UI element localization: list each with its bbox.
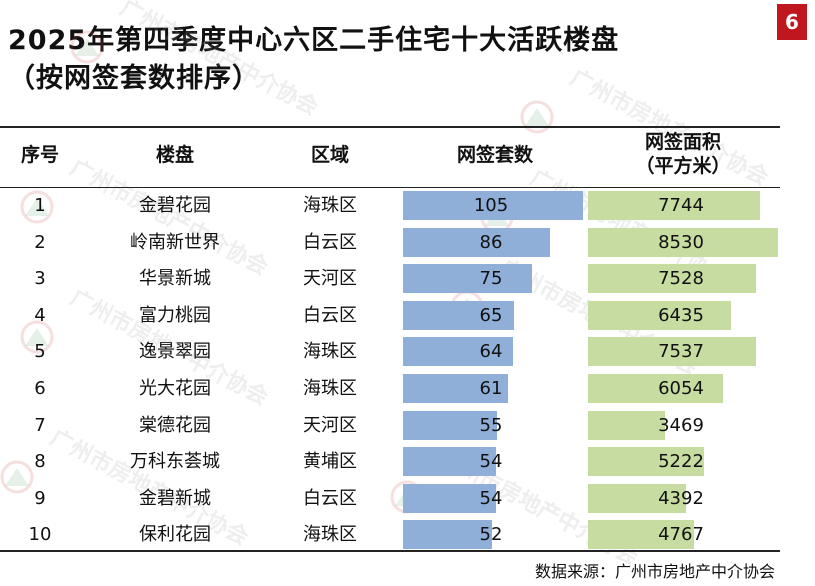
page-number-badge: 6 (777, 4, 807, 40)
units-value: 105 (473, 195, 509, 216)
page-title: 2025年第四季度中心六区二手住宅十大活跃楼盘 （按网签套数排序） (8, 22, 748, 98)
row-name: 华景新城 (139, 268, 211, 290)
table-bottom-rule (0, 550, 780, 552)
units-bar (403, 520, 492, 550)
area-value: 4392 (658, 487, 704, 509)
row-rank: 1 (34, 195, 46, 216)
row-district: 黄埔区 (303, 451, 357, 473)
area-value: 7528 (658, 268, 704, 290)
area-bar (588, 300, 731, 330)
units-bar (403, 337, 513, 367)
row-district: 天河区 (303, 268, 357, 290)
row-district: 海珠区 (303, 341, 357, 363)
row-name: 棠德花园 (139, 414, 211, 436)
area-value: 5222 (658, 451, 704, 473)
units-bar (403, 410, 497, 440)
row-district: 天河区 (303, 414, 357, 436)
watermark-logo-icon (520, 100, 554, 134)
units-value: 54 (479, 487, 503, 509)
row-rank: 8 (34, 451, 46, 473)
row-rank: 6 (34, 378, 46, 399)
header-units: 网签套数 (456, 144, 533, 166)
title-line-1: 2025年第四季度中心六区二手住宅十大活跃楼盘 (8, 25, 620, 56)
units-value: 65 (479, 304, 503, 326)
title-line-2: （按网签套数排序） (8, 63, 260, 94)
area-value: 7744 (658, 195, 704, 216)
row-district: 海珠区 (303, 378, 357, 399)
header-rank: 序号 (20, 144, 59, 166)
units-value: 64 (479, 341, 503, 363)
row-rank: 7 (34, 414, 46, 436)
header-area: 网签面积 （平方米） (635, 131, 731, 177)
units-bar (403, 483, 496, 513)
row-district: 白云区 (303, 304, 357, 326)
units-value: 55 (479, 414, 503, 436)
row-name: 光大花园 (139, 378, 211, 399)
row-district: 海珠区 (303, 524, 357, 546)
table-header-rule (0, 187, 780, 188)
units-bar (403, 191, 583, 220)
row-name: 逸景翠园 (139, 341, 211, 363)
row-rank: 4 (34, 304, 46, 326)
units-value: 52 (479, 524, 503, 546)
area-bar (588, 520, 694, 550)
row-name: 金碧花园 (139, 195, 211, 216)
table-top-rule (0, 126, 780, 128)
units-bar (403, 264, 532, 294)
area-bar (588, 264, 756, 294)
header-name: 楼盘 (155, 144, 194, 166)
row-rank: 9 (34, 487, 46, 509)
units-bar (403, 300, 514, 330)
units-value: 61 (479, 378, 503, 399)
row-rank: 2 (34, 231, 46, 253)
area-value: 6435 (658, 304, 704, 326)
row-district: 海珠区 (303, 195, 357, 216)
row-name: 金碧新城 (139, 487, 211, 509)
area-bar (588, 227, 778, 257)
units-value: 75 (479, 268, 503, 290)
area-bar (588, 410, 665, 440)
units-bar (403, 227, 550, 257)
row-rank: 10 (28, 524, 52, 546)
row-name: 岭南新世界 (130, 231, 220, 253)
row-name: 保利花园 (139, 524, 211, 546)
units-bar (403, 447, 496, 477)
area-bar (588, 191, 760, 220)
units-value: 54 (479, 451, 503, 473)
row-district: 白云区 (303, 231, 357, 253)
header-district: 区域 (310, 144, 349, 166)
area-value: 6054 (658, 378, 704, 399)
data-source: 数据来源：广州市房地产中介协会 (534, 562, 775, 581)
area-bar (588, 337, 756, 367)
row-rank: 3 (34, 268, 46, 290)
row-rank: 5 (34, 341, 46, 363)
area-bar (588, 447, 704, 477)
area-bar (588, 374, 723, 403)
area-value: 8530 (658, 231, 704, 253)
area-bar (588, 483, 686, 513)
area-value: 4767 (658, 524, 704, 546)
units-value: 86 (479, 231, 503, 253)
units-bar (403, 374, 508, 403)
area-value: 7537 (658, 341, 704, 363)
area-value: 3469 (658, 414, 704, 436)
row-district: 白云区 (303, 487, 357, 509)
row-name: 富力桃园 (139, 304, 211, 326)
row-name: 万科东荟城 (130, 451, 220, 473)
